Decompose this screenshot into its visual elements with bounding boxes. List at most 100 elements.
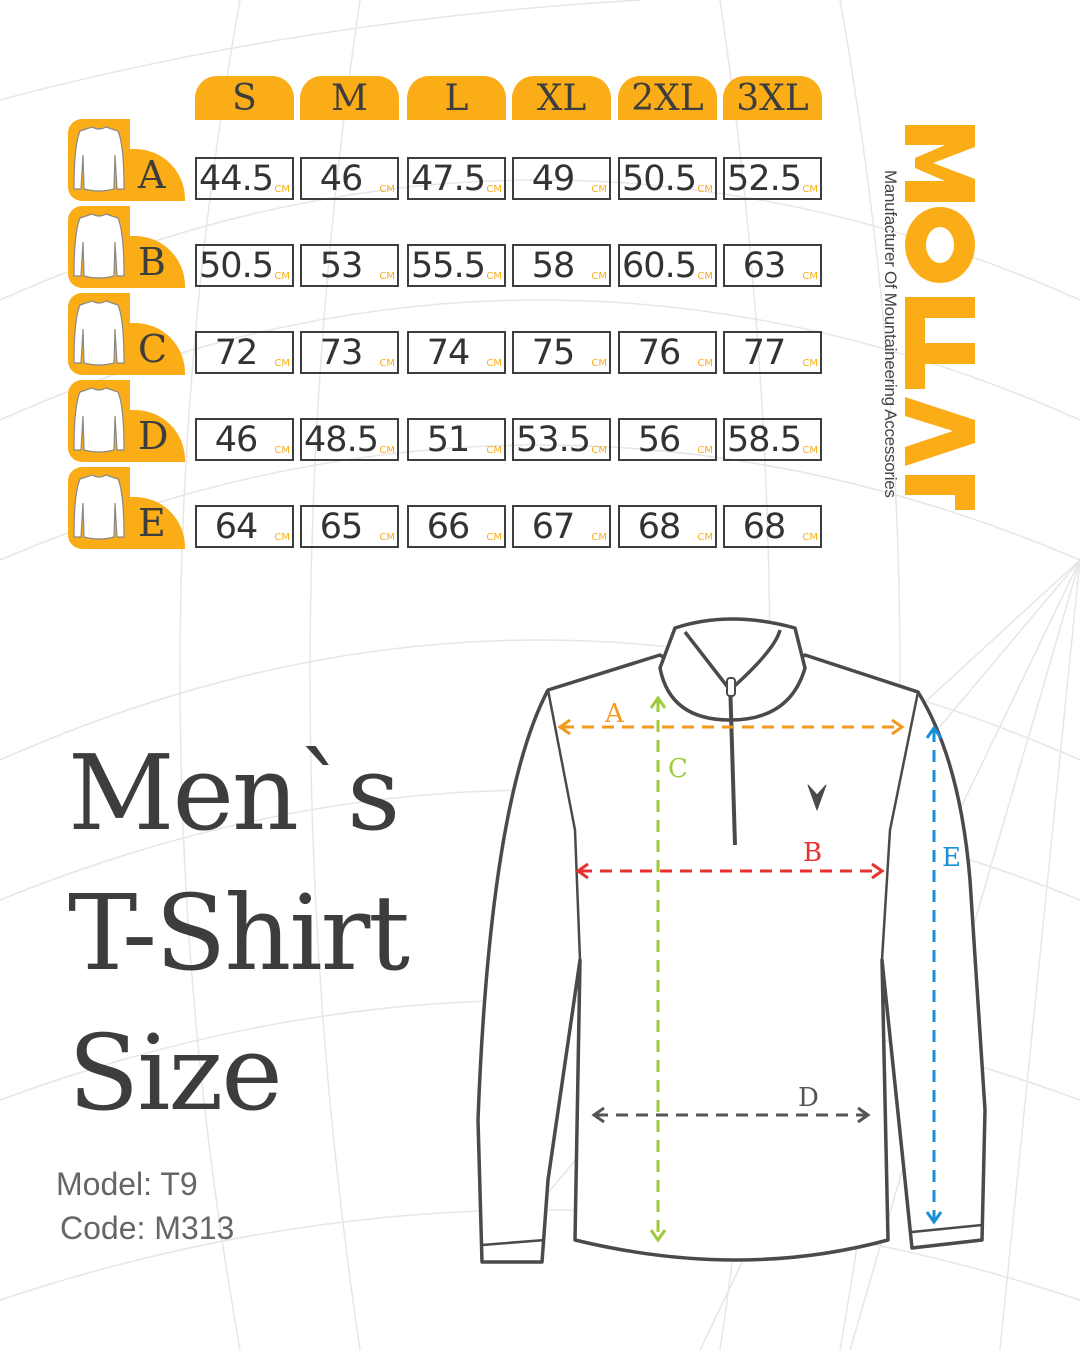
row-letter: E xyxy=(138,501,166,545)
size-cell: 64 CM xyxy=(195,505,294,548)
size-cell: 46 CM xyxy=(300,157,399,200)
unit-label: CM xyxy=(697,445,713,456)
size-cell: 72 CM xyxy=(195,331,294,374)
size-cell: 48.5 CM xyxy=(300,418,399,461)
label-d: D xyxy=(798,1083,819,1113)
measurement-value: 65 xyxy=(319,507,364,547)
unit-label: CM xyxy=(802,271,818,282)
brand-tagline: Manufacturer Of Mountaineering Accessori… xyxy=(881,170,900,498)
measurement-value: 46 xyxy=(214,420,259,460)
title-line-1: Men`s xyxy=(68,732,400,854)
label-a: A xyxy=(604,699,625,729)
unit-label: CM xyxy=(486,184,502,195)
title-line-3: Size xyxy=(68,1012,283,1134)
size-cell: 63 CM xyxy=(723,244,822,287)
measurement-value: 49 xyxy=(531,159,576,199)
size-cell: 50.5 CM xyxy=(618,157,717,200)
size-cell: 53 CM xyxy=(300,244,399,287)
measurement-value: 48.5 xyxy=(304,420,379,460)
unit-label: CM xyxy=(486,271,502,282)
unit-label: CM xyxy=(591,445,607,456)
row-label-b: B xyxy=(68,206,185,288)
measurement-value: 60.5 xyxy=(622,246,697,286)
measurement-value: 53.5 xyxy=(516,420,591,460)
size-cell: 52.5 CM xyxy=(723,157,822,200)
size-cell: 60.5 CM xyxy=(618,244,717,287)
unit-label: CM xyxy=(274,184,290,195)
size-cell: 56 CM xyxy=(618,418,717,461)
label-e: E xyxy=(942,843,961,873)
size-cell: 77 CM xyxy=(723,331,822,374)
unit-label: CM xyxy=(379,184,395,195)
measurement-value: 44.5 xyxy=(199,159,274,199)
measurement-value: 58.5 xyxy=(727,420,802,460)
size-cell: 46 CM xyxy=(195,418,294,461)
size-cell: 68 CM xyxy=(618,505,717,548)
size-cell: 74 CM xyxy=(407,331,506,374)
unit-label: CM xyxy=(802,532,818,543)
shirt-icon xyxy=(72,212,126,286)
label-b: B xyxy=(803,838,822,868)
measurement-value: 77 xyxy=(742,333,787,373)
unit-label: CM xyxy=(274,532,290,543)
model-label: Model: T9 xyxy=(56,1166,198,1202)
shirt-icon xyxy=(72,125,126,199)
measurement-value: 75 xyxy=(531,333,576,373)
measurement-value: 58 xyxy=(531,246,576,286)
measurement-value: 56 xyxy=(637,420,682,460)
unit-label: CM xyxy=(379,271,395,282)
size-cell: 55.5 CM xyxy=(407,244,506,287)
size-cell: 68 CM xyxy=(723,505,822,548)
measurement-value: 50.5 xyxy=(622,159,697,199)
unit-label: CM xyxy=(379,532,395,543)
measurement-value: 55.5 xyxy=(411,246,486,286)
unit-label: CM xyxy=(591,532,607,543)
row-label-a: A xyxy=(68,119,185,201)
shirt-diagram: A B C D E xyxy=(476,617,987,1264)
size-header-3xl: 3XL xyxy=(723,76,822,120)
measurement-value: 46 xyxy=(319,159,364,199)
row-letter: A xyxy=(138,153,166,197)
unit-label: CM xyxy=(591,271,607,282)
unit-label: CM xyxy=(697,532,713,543)
size-header-s: S xyxy=(195,76,294,120)
size-cell: 58.5 CM xyxy=(723,418,822,461)
shirt-icon xyxy=(72,386,126,460)
measurement-value: 76 xyxy=(637,333,682,373)
motal-logo xyxy=(905,125,975,510)
size-cell: 51 CM xyxy=(407,418,506,461)
size-header-l: L xyxy=(407,76,506,120)
unit-label: CM xyxy=(591,358,607,369)
size-cell: 65 CM xyxy=(300,505,399,548)
row-label-e: E xyxy=(68,467,185,549)
measurement-value: 68 xyxy=(742,507,787,547)
shirt-icon xyxy=(72,299,126,373)
measurement-value: 64 xyxy=(214,507,259,547)
measurement-value: 73 xyxy=(319,333,364,373)
unit-label: CM xyxy=(379,358,395,369)
size-header-m: M xyxy=(300,76,399,120)
measurement-value: 66 xyxy=(426,507,471,547)
size-cell: 73 CM xyxy=(300,331,399,374)
unit-label: CM xyxy=(697,184,713,195)
size-cell: 44.5 CM xyxy=(195,157,294,200)
row-letter: C xyxy=(138,327,168,371)
measurement-value: 50.5 xyxy=(199,246,274,286)
size-cell: 66 CM xyxy=(407,505,506,548)
size-cell: 76 CM xyxy=(618,331,717,374)
measurement-value: 67 xyxy=(531,507,576,547)
shirt-body xyxy=(476,653,987,1264)
unit-label: CM xyxy=(486,358,502,369)
measurement-value: 47.5 xyxy=(411,159,486,199)
unit-label: CM xyxy=(486,445,502,456)
measurement-value: 63 xyxy=(742,246,787,286)
unit-label: CM xyxy=(802,184,818,195)
size-cell: 53.5 CM xyxy=(512,418,611,461)
unit-label: CM xyxy=(379,445,395,456)
measurement-value: 72 xyxy=(214,333,259,373)
size-cell: 50.5 CM xyxy=(195,244,294,287)
measurement-value: 53 xyxy=(319,246,364,286)
unit-label: CM xyxy=(486,532,502,543)
size-cell: 75 CM xyxy=(512,331,611,374)
